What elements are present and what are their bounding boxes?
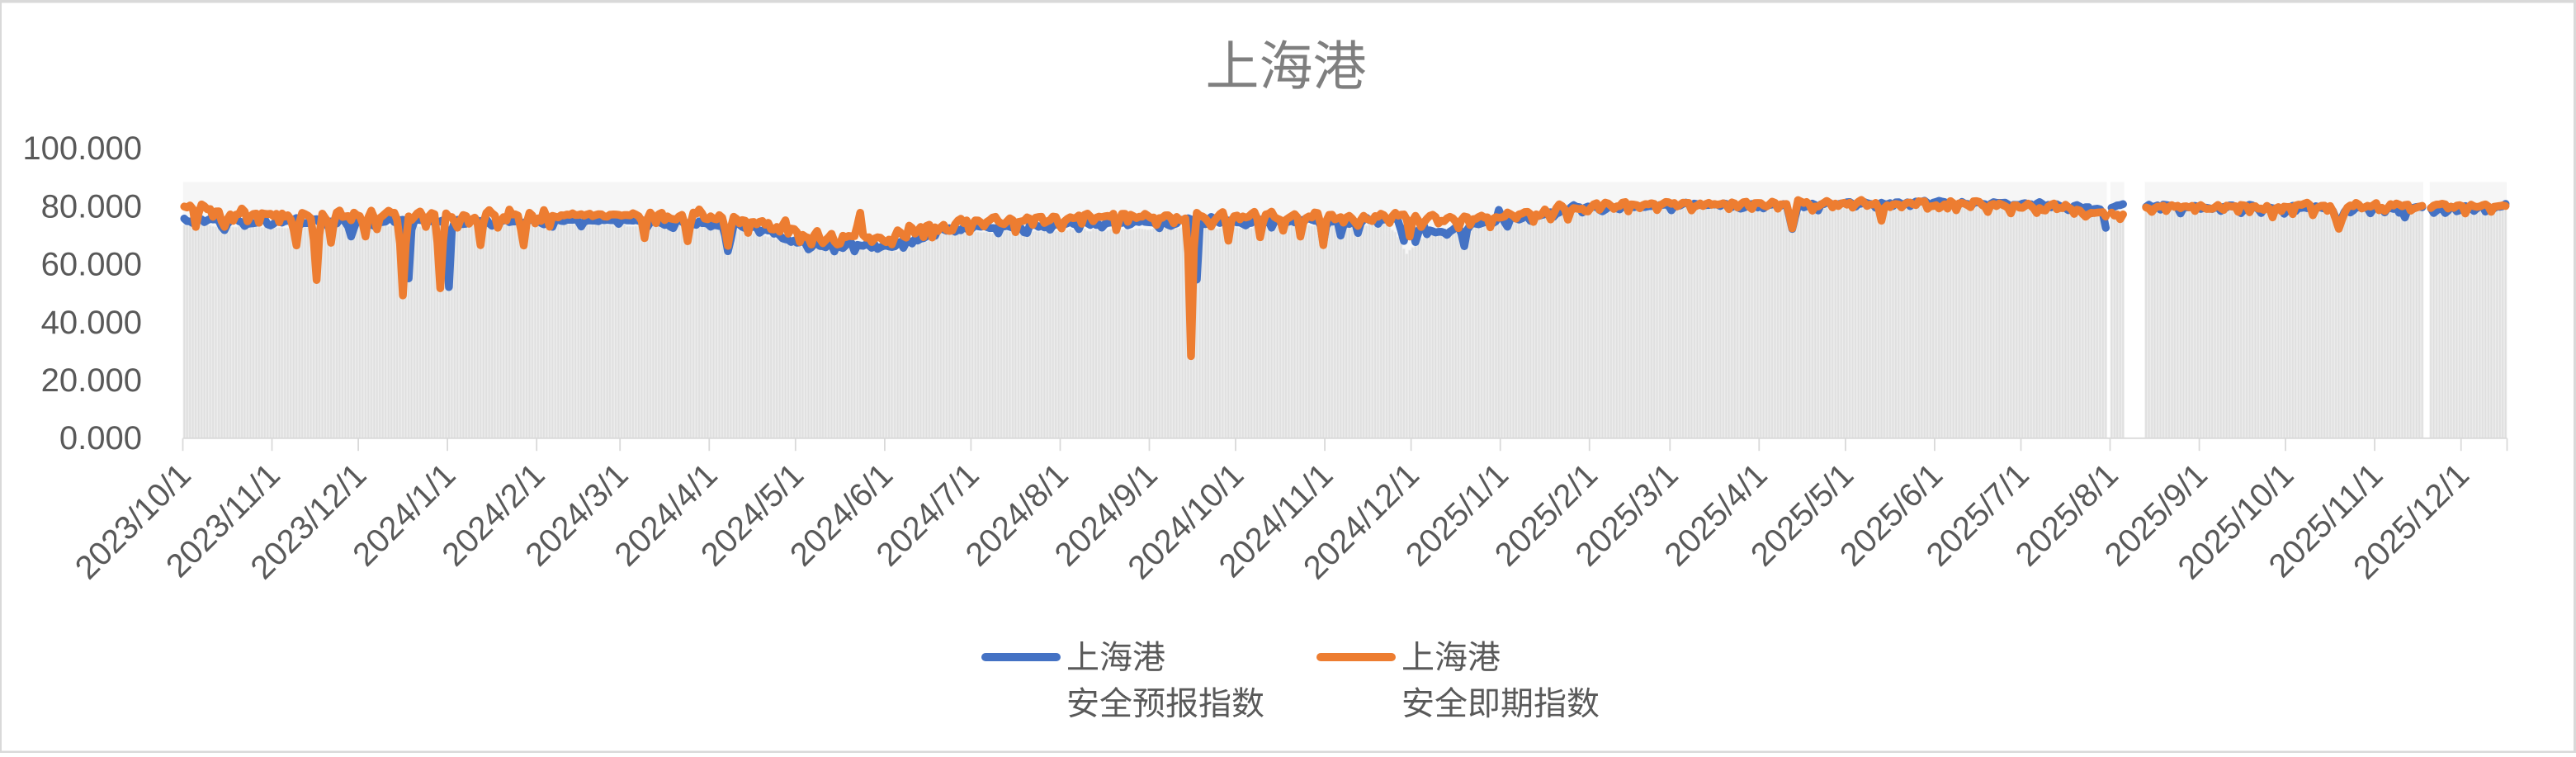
svg-text:0.000: 0.000: [59, 420, 142, 457]
svg-text:40.000: 40.000: [41, 305, 142, 341]
svg-text:80.000: 80.000: [41, 188, 142, 225]
svg-text:20.000: 20.000: [41, 362, 142, 399]
svg-text:100.000: 100.000: [22, 130, 142, 167]
svg-text:60.000: 60.000: [41, 247, 142, 283]
